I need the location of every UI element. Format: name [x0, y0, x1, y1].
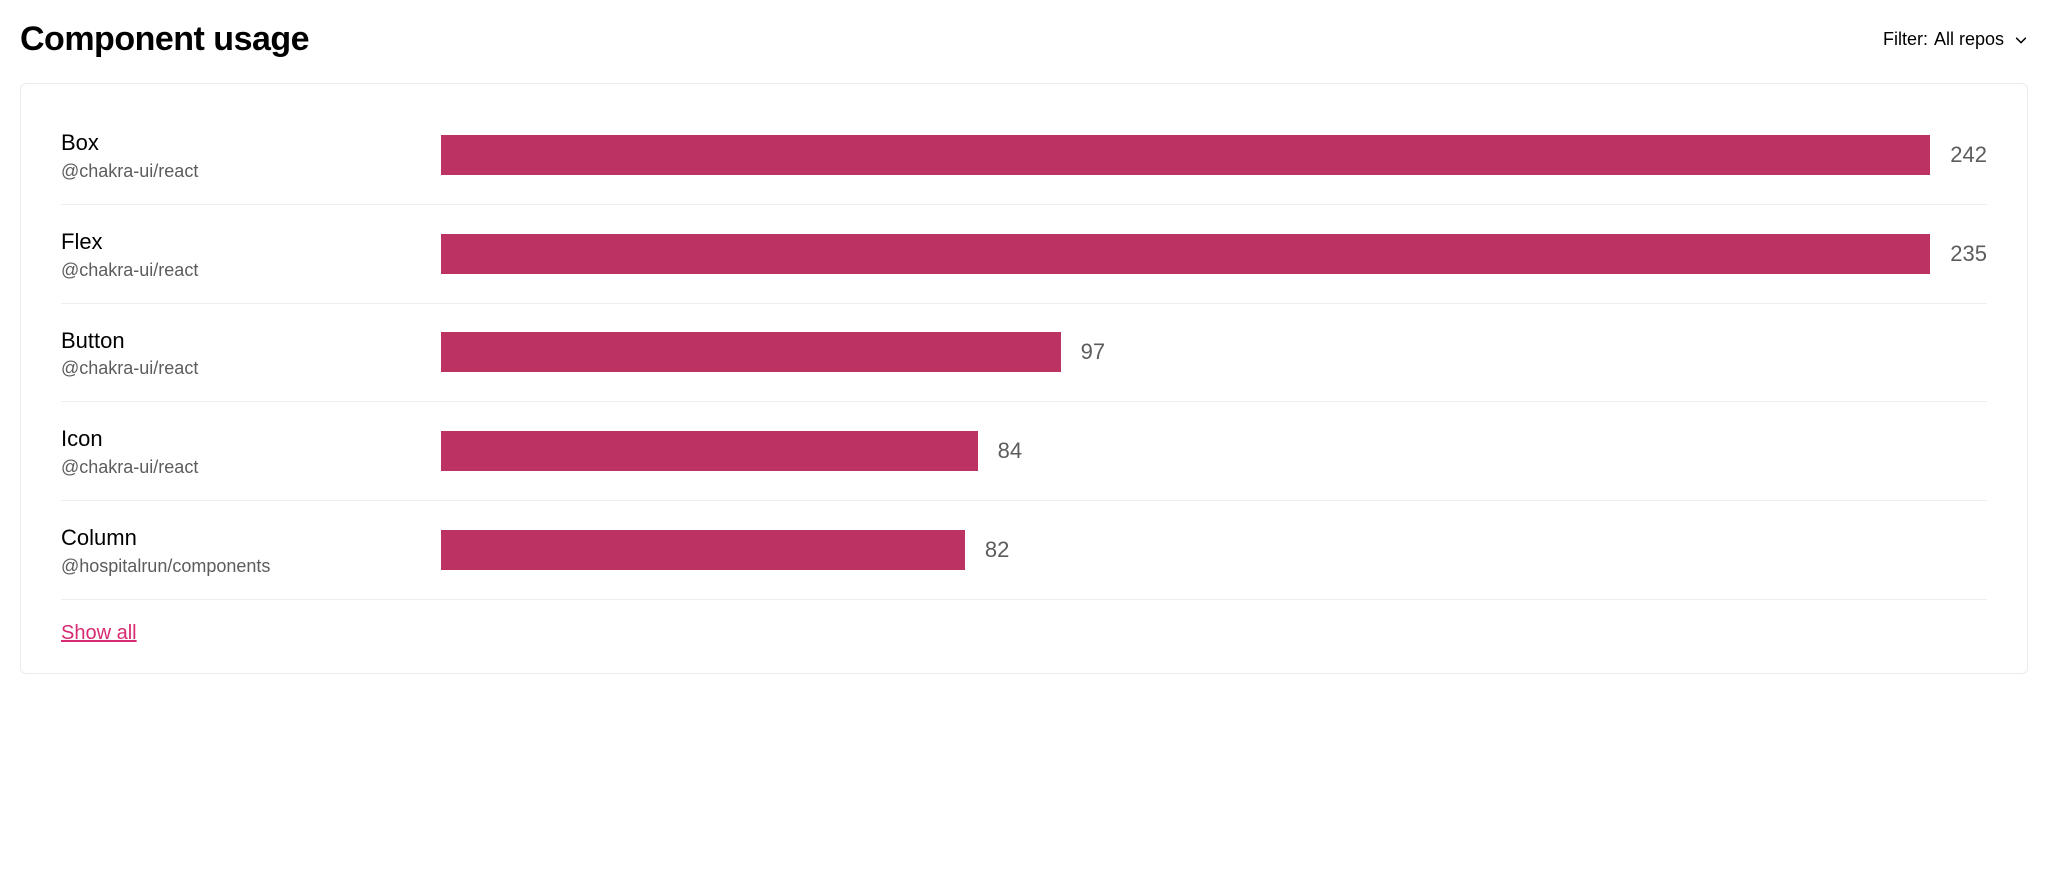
component-name: Icon	[61, 424, 441, 455]
bar-row: Button@chakra-ui/react 97	[61, 304, 1987, 403]
bar-fill	[441, 530, 965, 570]
component-package: @chakra-ui/react	[61, 260, 441, 281]
bar-fill	[441, 135, 1930, 175]
bar-row: Icon@chakra-ui/react 84	[61, 402, 1987, 501]
panel-header: Component usage Filter: All repos	[20, 20, 2028, 59]
bar-fill	[441, 431, 978, 471]
row-label-group: Box@chakra-ui/react	[61, 128, 441, 182]
bar-track: 82	[441, 530, 1987, 570]
bar-value: 84	[998, 438, 1022, 464]
row-label-group: Column@hospitalrun/components	[61, 523, 441, 577]
bar-track: 97	[441, 332, 1987, 372]
bar-fill	[441, 234, 1930, 274]
component-package: @chakra-ui/react	[61, 358, 441, 379]
bar-row: Column@hospitalrun/components 82	[61, 501, 1987, 600]
bar-chart-rows: Box@chakra-ui/react242Flex@chakra-ui/rea…	[61, 106, 1987, 600]
component-name: Button	[61, 326, 441, 357]
bar-row: Flex@chakra-ui/react 235	[61, 205, 1987, 304]
bar-value: 97	[1081, 339, 1105, 365]
filter-dropdown[interactable]: All repos	[1934, 29, 2028, 50]
bar-track: 235	[441, 234, 1987, 274]
row-label-group: Flex@chakra-ui/react	[61, 227, 441, 281]
row-label-group: Icon@chakra-ui/react	[61, 424, 441, 478]
bar-value: 242	[1950, 142, 1987, 168]
filter-label: Filter:	[1883, 29, 1928, 50]
panel-title: Component usage	[20, 20, 309, 59]
component-package: @hospitalrun/components	[61, 556, 441, 577]
bar-track: 84	[441, 431, 1987, 471]
component-usage-card: Box@chakra-ui/react242Flex@chakra-ui/rea…	[20, 83, 2028, 674]
filter-value: All repos	[1934, 29, 2004, 50]
chevron-down-icon	[2014, 33, 2028, 47]
bar-track: 242	[441, 135, 1987, 175]
component-name: Box	[61, 128, 441, 159]
component-name: Column	[61, 523, 441, 554]
filter-control: Filter: All repos	[1883, 29, 2028, 50]
bar-value: 235	[1950, 241, 1987, 267]
row-label-group: Button@chakra-ui/react	[61, 326, 441, 380]
show-all-link[interactable]: Show all	[61, 622, 137, 645]
bar-value: 82	[985, 537, 1009, 563]
bar-row: Box@chakra-ui/react 242	[61, 106, 1987, 205]
component-package: @chakra-ui/react	[61, 161, 441, 182]
component-package: @chakra-ui/react	[61, 457, 441, 478]
bar-fill	[441, 332, 1061, 372]
component-name: Flex	[61, 227, 441, 258]
